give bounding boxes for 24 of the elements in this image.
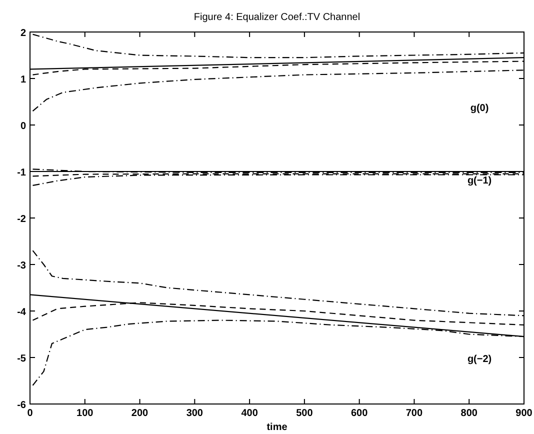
x-tick-label: 900	[516, 408, 533, 419]
annotation: g(−1)	[467, 175, 492, 186]
x-tick-label: 300	[186, 408, 204, 419]
y-tick-label: 2	[20, 28, 26, 39]
chart-title: Figure 4: Equalizer Coef.:TV Channel	[194, 12, 360, 23]
x-tick-label: 0	[27, 408, 34, 419]
y-tick-label: 1	[20, 74, 26, 86]
x-axis-title: time	[266, 422, 288, 433]
y-tick-label: -6	[17, 400, 26, 411]
annotation: g(0)	[470, 102, 489, 114]
x-tick-label: 600	[350, 408, 368, 419]
x-tick-label: 100	[76, 408, 94, 419]
y-tick-label: -3	[17, 260, 26, 272]
x-tick-label: 700	[406, 408, 423, 419]
x-tick-label: 200	[131, 408, 149, 419]
y-tick-label: 0	[20, 121, 26, 132]
y-tick-label: -5	[17, 354, 26, 364]
x-tick-label: 400	[241, 408, 258, 419]
y-tick-label: -4	[17, 307, 26, 318]
x-tick-label: 800	[460, 408, 478, 419]
y-tick-label: -2	[17, 214, 26, 225]
x-tick-label: 500	[296, 408, 314, 419]
y-tick-label: -1	[17, 168, 26, 178]
annotation: g(−2)	[467, 354, 492, 365]
